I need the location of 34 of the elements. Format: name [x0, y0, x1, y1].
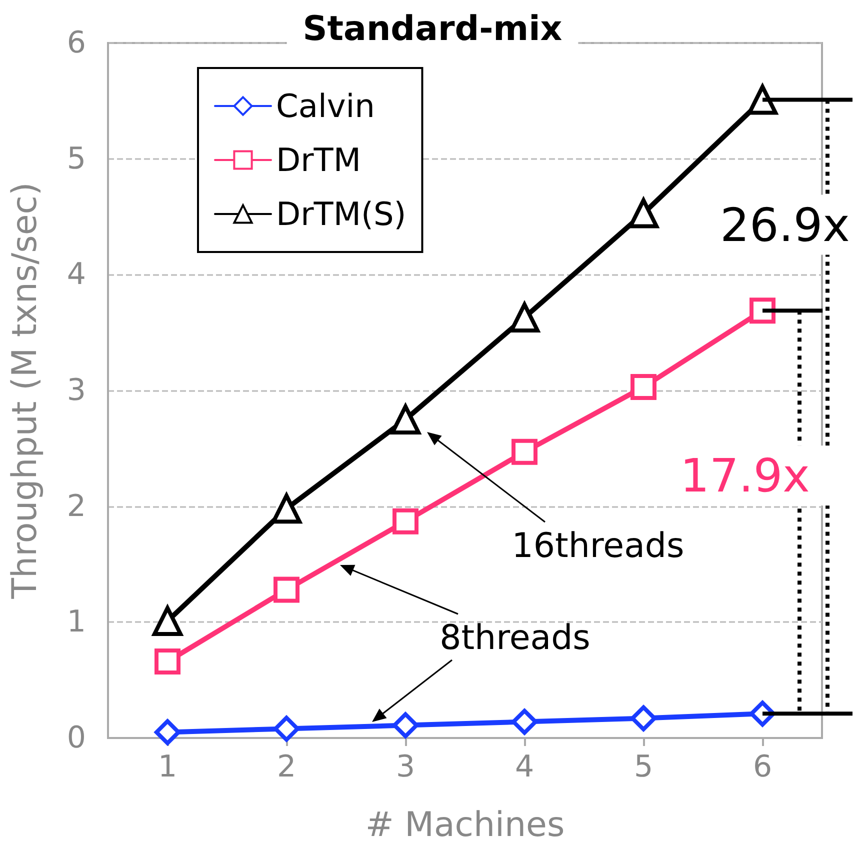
annotation: 26.9x — [720, 198, 850, 252]
point — [392, 712, 418, 738]
annotation: 8threads — [440, 618, 590, 658]
x-tick-label: 1 — [158, 750, 178, 784]
chart-title: Standard-mix — [302, 9, 562, 49]
legend-label: Calvin — [276, 87, 375, 125]
point — [274, 716, 300, 742]
point — [630, 705, 656, 732]
point — [512, 438, 538, 465]
point — [630, 374, 656, 400]
y-tick-label: 0 — [66, 720, 86, 756]
legend-label: DrTM(S) — [276, 195, 406, 233]
y-tick-label: 2 — [66, 488, 86, 524]
point — [154, 648, 180, 675]
annotation: 16threads — [512, 526, 684, 566]
x-tick-label: 4 — [514, 750, 534, 784]
y-tick-label: 3 — [66, 373, 86, 408]
y-tick-label: 5 — [66, 141, 86, 176]
x-tick-label: 5 — [634, 750, 654, 784]
x-tick-label: 3 — [396, 750, 416, 784]
y-axis-title: Throughput (M txns/sec) — [5, 182, 45, 600]
point — [154, 719, 180, 746]
point — [392, 508, 418, 534]
y-tick-label: 1 — [66, 604, 86, 640]
legend-label: DrTM — [276, 141, 361, 179]
x-axis-title: # Machines — [365, 805, 565, 845]
y-tick-label: 4 — [66, 257, 86, 292]
point — [750, 298, 776, 324]
point — [512, 708, 538, 735]
annotation: 17.9x — [680, 448, 810, 503]
x-tick-label: 6 — [752, 750, 772, 784]
x-tick-label: 2 — [276, 750, 296, 784]
point — [274, 576, 300, 603]
y-tick-label: 6 — [66, 26, 86, 60]
